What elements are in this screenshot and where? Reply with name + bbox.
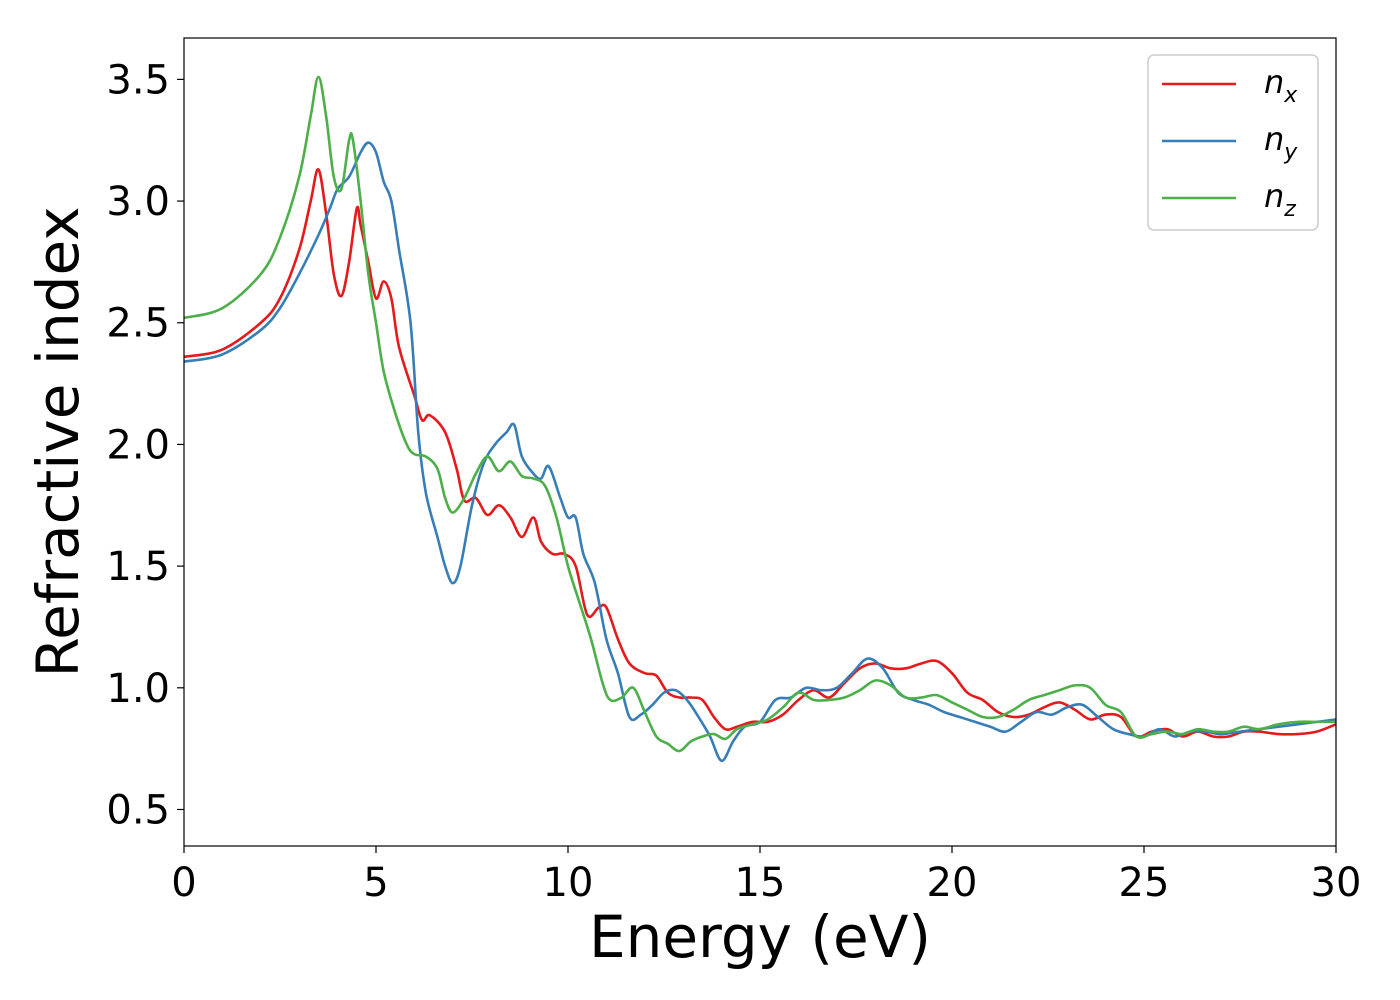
y-tick-label: 0.5 [106,787,170,833]
x-tick-label: 30 [1311,860,1362,906]
x-tick-label: 15 [735,860,786,906]
series-line-z [184,75,1336,753]
legend-box [1147,54,1319,231]
legend-label-z: nz [1264,177,1296,222]
y-tick-label: 2.5 [106,301,170,347]
x-tick-label: 10 [543,860,594,906]
legend: nx ny nz [1147,54,1319,231]
y-tick-label: 2.0 [106,422,170,468]
legend-label-x: nx [1264,63,1298,108]
x-tick-label: 25 [1119,860,1170,906]
x-axis-title: Energy (eV) [589,903,931,971]
series-line-y [184,141,1336,763]
legend-label-y: ny [1264,120,1298,165]
y-tick-label: 1.0 [106,666,170,712]
x-tick-label: 5 [363,860,388,906]
y-tick-label: 3.5 [106,57,170,103]
x-tick-label: 0 [171,860,196,906]
y-tick-label: 1.5 [106,544,170,590]
series-line-x [184,168,1336,739]
y-tick-label: 3.0 [106,179,170,225]
y-axis-title: Refractive index [24,206,92,677]
x-tick-label: 20 [927,860,978,906]
